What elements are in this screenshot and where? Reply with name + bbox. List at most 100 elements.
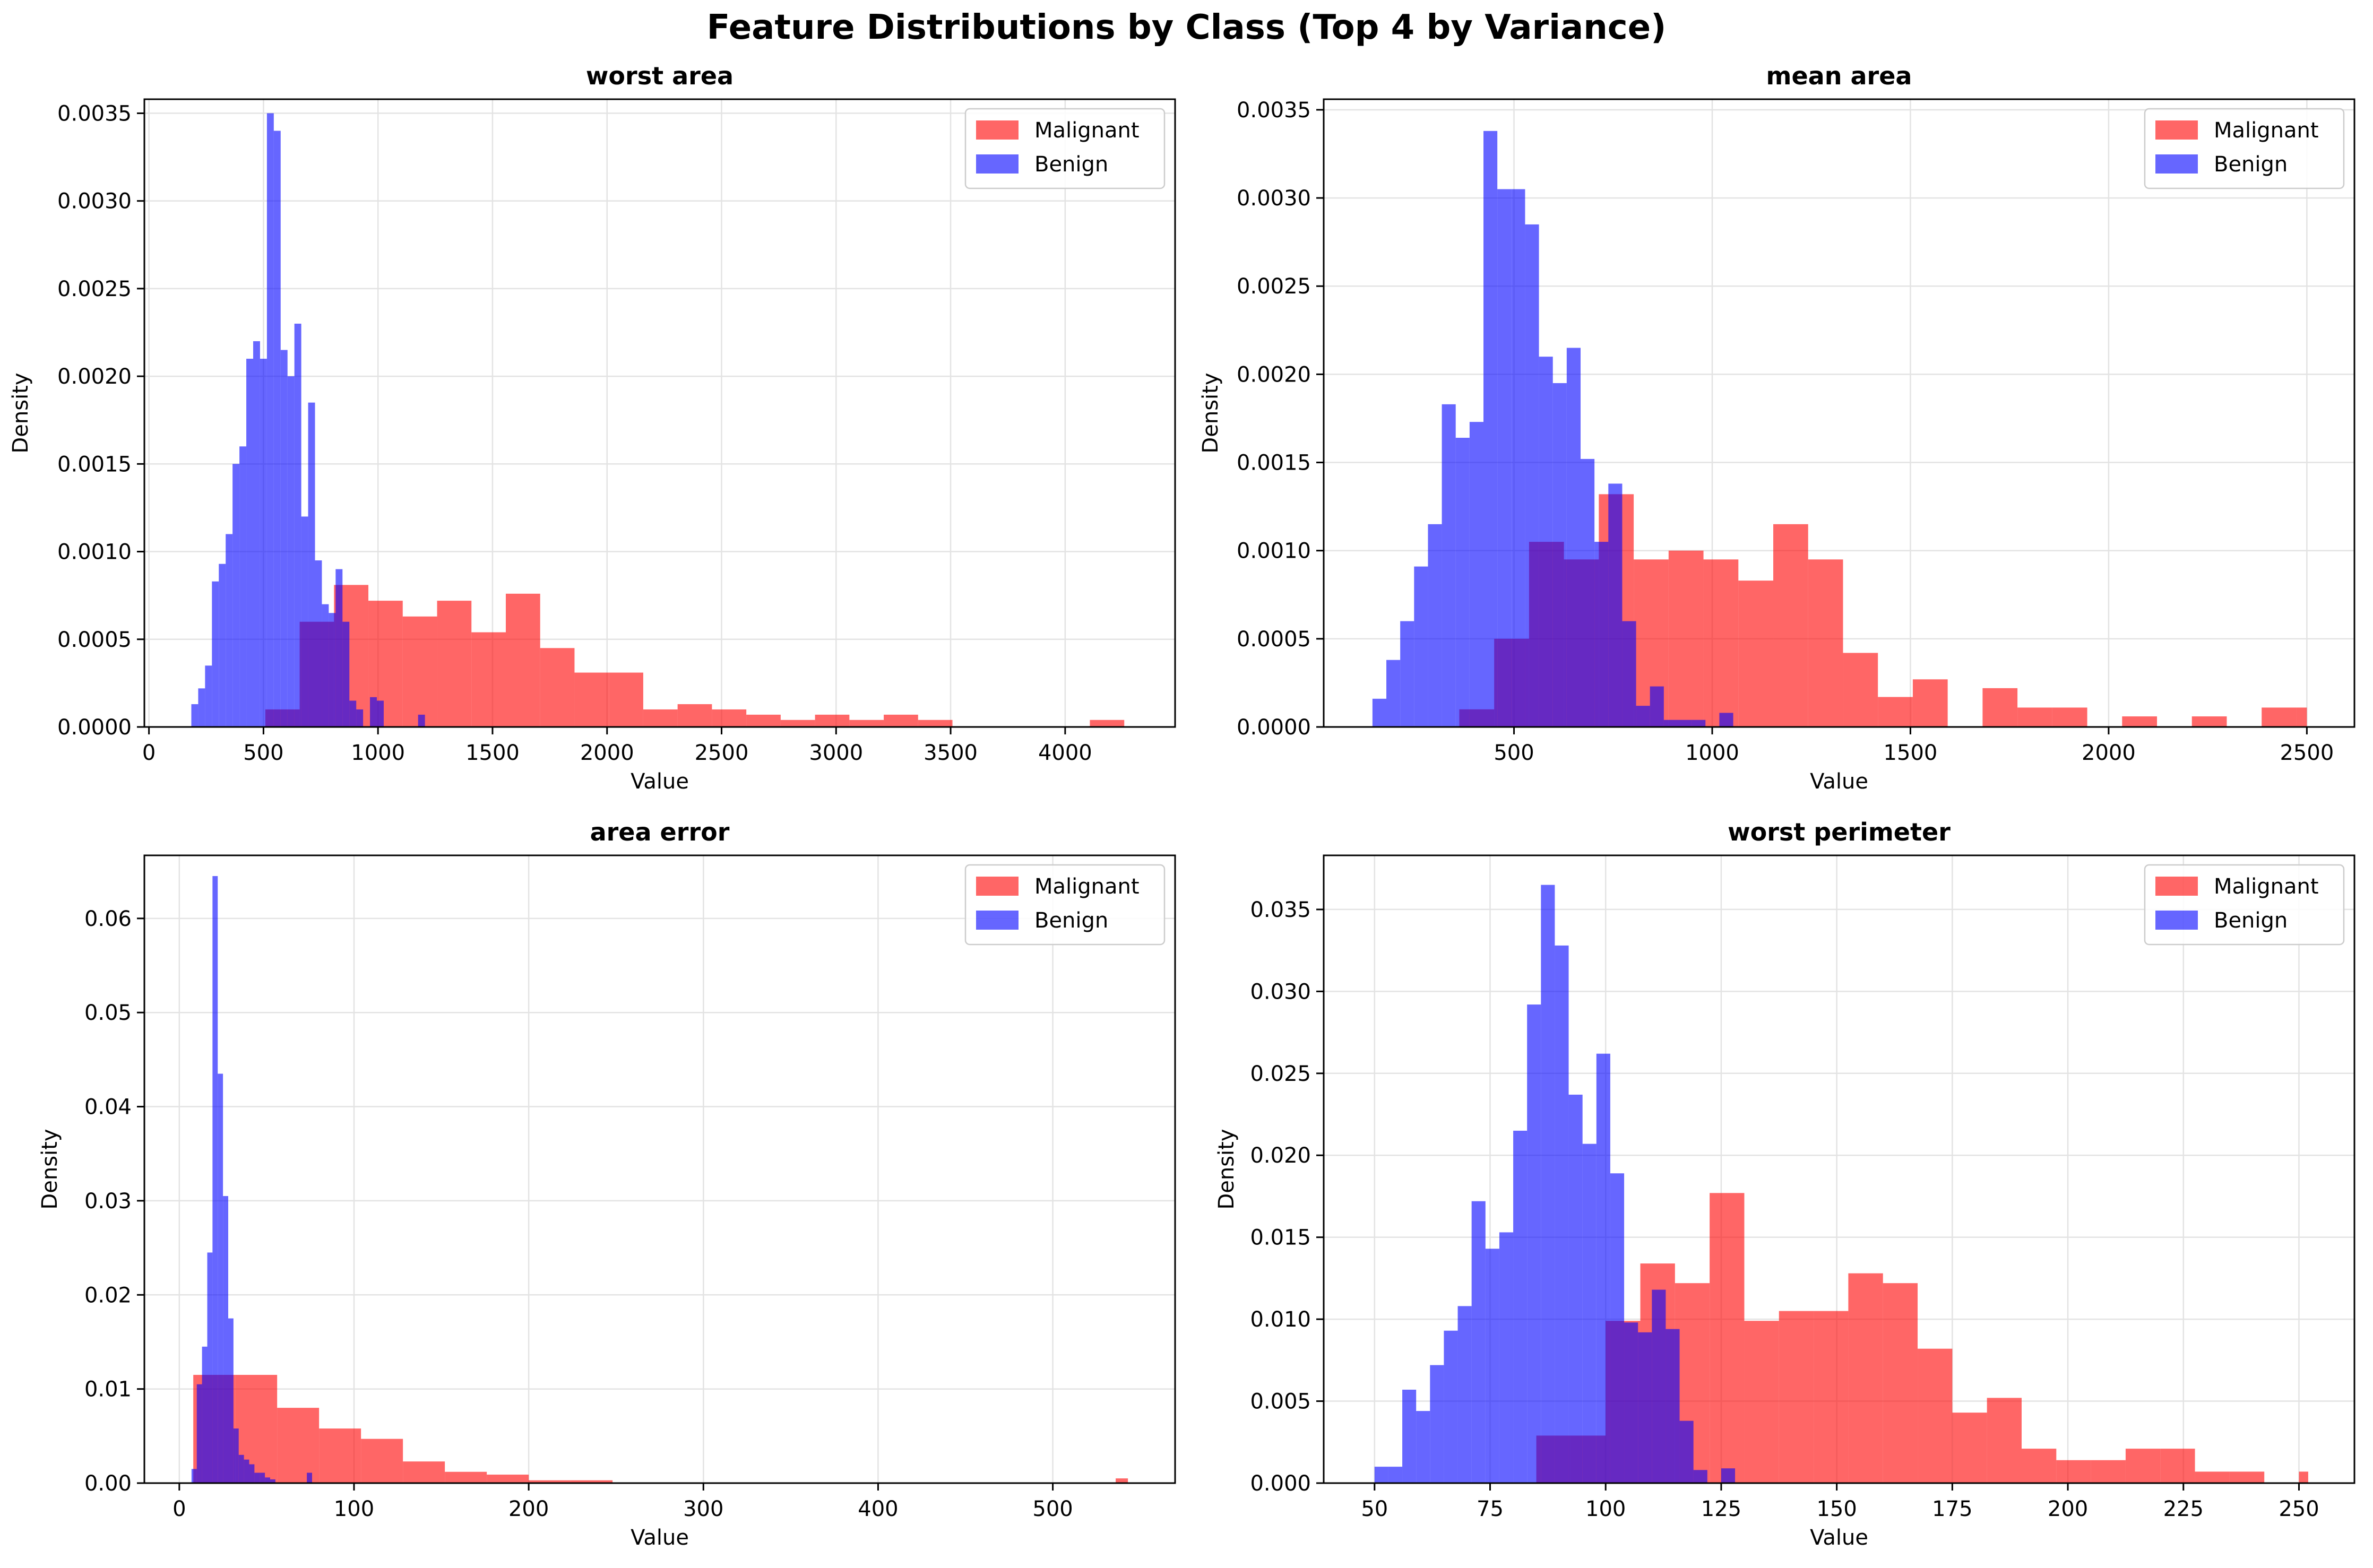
y-tick-label: 0.0005	[57, 628, 132, 652]
bar-benign	[1622, 621, 1636, 727]
y-tick-label: 0.0025	[57, 277, 132, 301]
bar-benign	[226, 534, 233, 727]
x-tick-label: 0	[172, 1497, 186, 1521]
bar-malignant	[918, 720, 953, 727]
bar-benign	[315, 560, 322, 727]
subplot-title: worst perimeter	[1728, 818, 1951, 846]
x-tick-label: 250	[2279, 1497, 2319, 1521]
legend-label-malignant: Malignant	[1034, 118, 1140, 143]
bar-malignant	[849, 720, 884, 727]
bar-benign	[1624, 1322, 1638, 1483]
series-benign	[191, 876, 312, 1483]
bar-benign	[202, 1346, 208, 1483]
bar-benign	[232, 464, 240, 727]
bar-benign	[1499, 1232, 1514, 1483]
bar-benign	[308, 402, 315, 727]
bar-benign	[1469, 422, 1484, 727]
x-tick-label: 1500	[1884, 741, 1938, 765]
bar-benign	[377, 700, 384, 727]
legend-label-malignant: Malignant	[1034, 874, 1140, 899]
bar-benign	[270, 1479, 275, 1483]
x-axis-label: Value	[631, 769, 689, 794]
bar-benign	[294, 323, 301, 727]
bar-malignant	[1116, 1478, 1128, 1483]
bar-malignant	[780, 720, 815, 727]
bar-benign	[1650, 686, 1664, 727]
bar-malignant	[1808, 559, 1843, 727]
bar-benign	[1442, 404, 1456, 727]
bar-malignant	[2195, 1471, 2230, 1483]
bar-malignant	[1848, 1273, 1883, 1483]
bar-benign	[1608, 483, 1623, 727]
y-tick-label: 0.0025	[1237, 274, 1311, 299]
legend-swatch-benign	[976, 154, 1019, 174]
legend-label-benign: Benign	[2214, 152, 2288, 177]
bar-malignant	[277, 1408, 320, 1483]
legend-swatch-malignant	[976, 877, 1019, 896]
y-axis-label: Density	[1214, 1129, 1239, 1209]
bar-benign	[1511, 189, 1525, 727]
series-benign	[191, 113, 425, 727]
bar-malignant	[1878, 697, 1913, 727]
bar-malignant	[529, 1480, 571, 1483]
bar-benign	[260, 359, 267, 727]
bar-malignant	[1710, 1193, 1745, 1483]
bar-benign	[287, 376, 295, 727]
bar-malignant	[1703, 559, 1739, 727]
bar-benign	[1430, 1365, 1444, 1483]
x-tick-label: 125	[1701, 1497, 1741, 1521]
bar-benign	[1455, 438, 1470, 727]
bar-benign	[1721, 1468, 1736, 1483]
x-tick-label: 75	[1477, 1497, 1504, 1521]
bar-malignant	[361, 1439, 403, 1483]
bar-benign	[1636, 706, 1650, 727]
bar-malignant	[2229, 1471, 2265, 1483]
x-tick-label: 50	[1361, 1497, 1388, 1521]
bar-benign	[1444, 1330, 1458, 1483]
bar-malignant	[1814, 1311, 1849, 1483]
x-tick-label: 3000	[809, 741, 863, 765]
bar-benign	[253, 341, 260, 727]
y-tick-label: 0.0000	[57, 715, 132, 740]
legend-swatch-malignant	[2155, 877, 2198, 896]
x-axis-label: Value	[631, 1526, 689, 1550]
bar-malignant	[1987, 1398, 2022, 1483]
x-tick-label: 1000	[1685, 741, 1739, 765]
legend: Malignant Benign	[2144, 108, 2345, 189]
bar-malignant	[2122, 716, 2158, 727]
y-tick-label: 0.04	[84, 1095, 132, 1120]
legend-swatch-benign	[2155, 911, 2198, 930]
bar-benign	[273, 131, 281, 727]
x-tick-label: 175	[1932, 1497, 1972, 1521]
x-axis-label: Value	[1810, 769, 1868, 794]
y-tick-label: 0.00	[84, 1471, 132, 1496]
bar-malignant	[471, 632, 506, 727]
series-benign	[1374, 885, 1736, 1483]
x-tick-label: 3500	[924, 741, 978, 765]
bar-malignant	[1982, 688, 2018, 727]
bar-benign	[1428, 524, 1442, 727]
legend-swatch-benign	[976, 911, 1019, 930]
bar-benign	[212, 581, 219, 727]
y-axis-label: Density	[8, 372, 33, 453]
x-tick-label: 4000	[1038, 741, 1092, 765]
bar-benign	[244, 1459, 249, 1483]
bar-benign	[238, 1454, 244, 1483]
bar-malignant	[574, 672, 609, 727]
bar-benign	[418, 714, 425, 727]
y-tick-label: 0.0035	[57, 101, 132, 126]
bar-benign	[1594, 542, 1609, 727]
bar-benign	[370, 697, 377, 727]
bar-malignant	[1918, 1348, 1953, 1483]
y-tick-label: 0.030	[1250, 980, 1311, 1004]
bar-malignant	[505, 593, 540, 727]
bar-benign	[1679, 1420, 1694, 1483]
bar-benign	[349, 700, 357, 727]
y-axis-label: Density	[1198, 372, 1223, 453]
bar-benign	[246, 359, 253, 727]
subplot-title: worst area	[586, 62, 734, 90]
bar-malignant	[643, 709, 678, 727]
x-tick-label: 500	[1032, 1497, 1073, 1521]
bar-malignant	[319, 1428, 361, 1483]
